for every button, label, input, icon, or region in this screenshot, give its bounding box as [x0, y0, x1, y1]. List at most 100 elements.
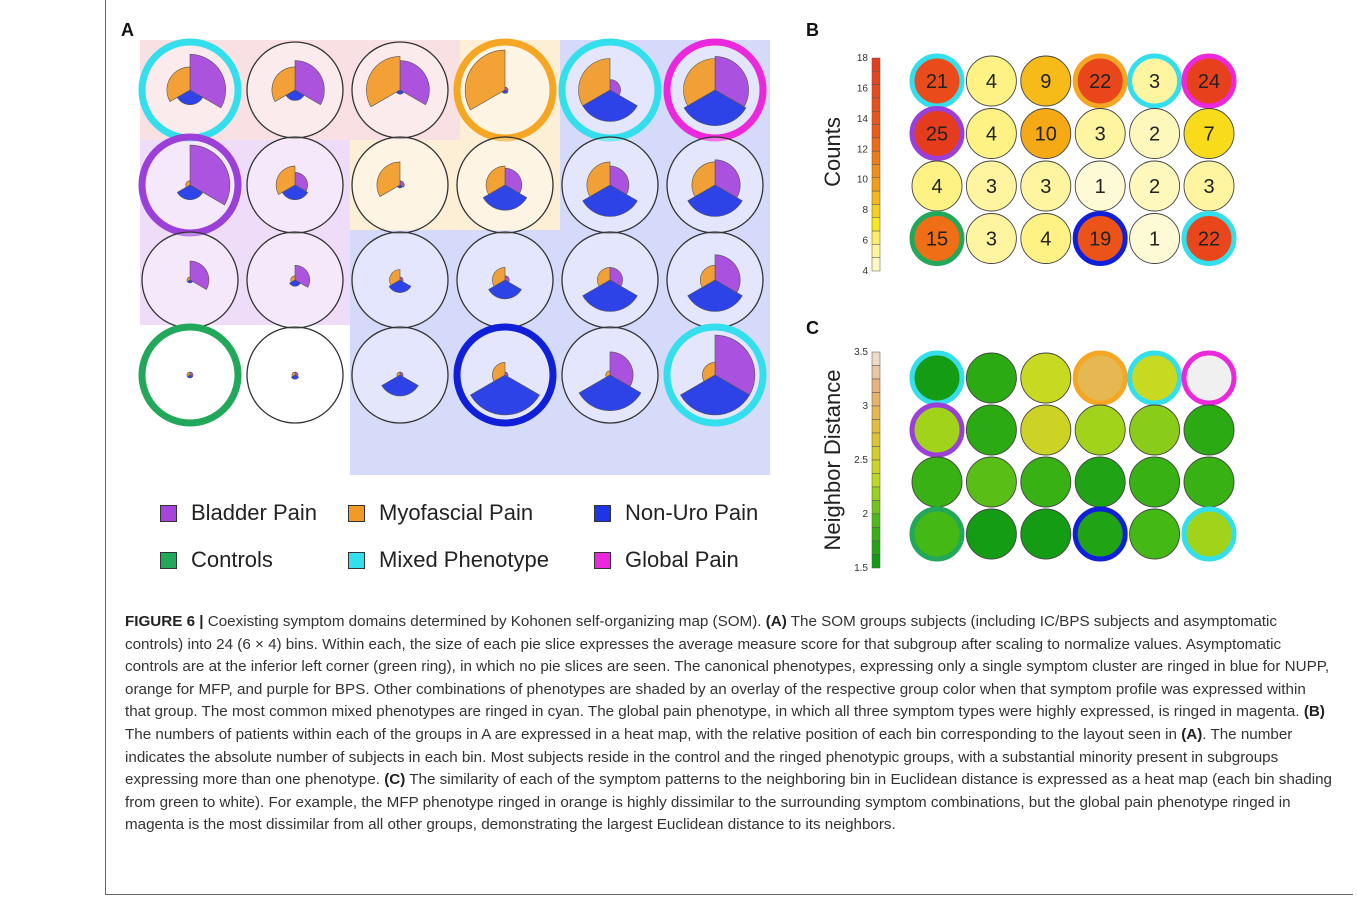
- cell-value-label: 4: [931, 176, 942, 198]
- heat-cell: [965, 352, 1017, 404]
- colorbar-tick-label: 2: [862, 509, 868, 520]
- colorbar-segment: [871, 500, 881, 515]
- colorbar-tick-label: 10: [857, 175, 869, 186]
- nonuro-slice: [683, 89, 747, 126]
- legend-item-mixed-phenotype: Mixed Phenotype: [348, 547, 549, 572]
- caption-a-label: (A): [765, 613, 787, 630]
- cell-value-label: 9: [1040, 71, 1051, 93]
- heat-cell: [1181, 350, 1237, 406]
- colorbar-segment: [871, 527, 881, 542]
- cell-value-label: 4: [986, 124, 997, 146]
- caption-b-ref: (A): [1181, 725, 1203, 743]
- legend-label: Non-Uro Pain: [625, 500, 759, 525]
- heat-cell: [1183, 404, 1235, 456]
- myofascial-slice: [186, 276, 191, 282]
- cell-value-label: 22: [1089, 71, 1111, 93]
- heat-cell: [1183, 456, 1235, 508]
- heat-cell: [1129, 160, 1181, 212]
- heat-cell: [1129, 456, 1181, 508]
- legend-swatch: [594, 551, 611, 569]
- colorbar-segment: [871, 365, 881, 380]
- heat-cell: [1183, 108, 1235, 159]
- legend-item-bladder-pain: Bladder Pain: [160, 500, 317, 525]
- heat-cell: [1181, 211, 1237, 266]
- heat-cell: [965, 55, 1017, 107]
- bladder-slice: [714, 56, 749, 108]
- cell-value-label: 2: [1149, 176, 1160, 198]
- myofascial-slice: [492, 362, 506, 382]
- legend-swatch: [348, 551, 365, 569]
- cell-value-label: 3: [986, 229, 997, 251]
- cell-value-label: 1: [1149, 229, 1160, 251]
- myofascial-slice: [605, 370, 611, 378]
- cell-value-label: 15: [926, 229, 948, 251]
- cell-value-label: 1: [1095, 176, 1106, 198]
- legend-item-global-pain: Global Pain: [594, 547, 739, 572]
- heat-cell: [1020, 55, 1072, 107]
- figure-frame: [105, 0, 1353, 895]
- nonuro-slice: [680, 374, 750, 416]
- heat-cell: [1074, 108, 1126, 159]
- colorbar-segment: [871, 446, 881, 461]
- heat-cell: [1129, 404, 1181, 456]
- panel-label-a: A: [121, 20, 134, 40]
- colorbar-segment: [871, 392, 881, 407]
- nonuro-slice: [285, 89, 305, 101]
- myofascial-slice: [485, 165, 506, 195]
- myofascial-slice: [586, 161, 611, 197]
- heat-cell: [1020, 108, 1072, 159]
- heat-cell: [909, 350, 965, 406]
- colorbar-tick-label: 16: [857, 83, 869, 94]
- som-map-panel: [138, 38, 770, 475]
- heat-cell: [909, 211, 965, 266]
- caption-b-label: (B): [1303, 703, 1325, 721]
- cell-value-label: 7: [1203, 124, 1214, 146]
- myofascial-slice: [597, 267, 611, 287]
- colorbar-segment: [871, 405, 881, 420]
- myofascial-slice: [464, 49, 506, 111]
- nonuro-slice: [470, 374, 540, 416]
- figure-caption: FIGURE 6 | Coexisting symptom domains de…: [125, 611, 1335, 837]
- heat-cell: [1129, 508, 1181, 560]
- myofascial-slice: [291, 371, 296, 377]
- colorbar-segment: [871, 459, 881, 474]
- heat-cell: [965, 508, 1017, 560]
- heat-cell: [1072, 350, 1128, 406]
- bladder-slice: [399, 60, 430, 106]
- caption-c-label: (C): [384, 771, 406, 789]
- cell-value-label: 3: [986, 176, 997, 198]
- bladder-slice: [714, 334, 756, 396]
- caption-b-text2: . The number indicates the absolute numb…: [125, 725, 1293, 789]
- heat-cell: [1072, 211, 1128, 266]
- legend-label: Controls: [191, 547, 273, 572]
- caption-b-text: The numbers of patients within each of t…: [125, 725, 1182, 743]
- heat-cell: [1181, 506, 1237, 562]
- nonuro-slice: [582, 279, 638, 312]
- nonuro-slice: [388, 279, 412, 293]
- myofascial-slice: [683, 58, 716, 107]
- heat-cell: [965, 456, 1017, 508]
- bladder-slice: [189, 53, 226, 109]
- myofascial-slice: [271, 66, 296, 102]
- cell-value-label: 3: [1095, 124, 1106, 146]
- cell-value-label: 22: [1198, 229, 1220, 251]
- bladder-slice: [189, 260, 210, 290]
- colorbar-segment: [871, 378, 881, 393]
- legend-item-myofascial-pain: Myofascial Pain: [348, 500, 533, 525]
- nonuro-slice: [578, 374, 642, 411]
- colorbar-segment: [871, 513, 881, 528]
- colorbar-segment: [871, 540, 881, 555]
- myofascial-slice: [275, 165, 296, 195]
- heat-cell: [965, 404, 1017, 456]
- heat-cell: [1020, 352, 1072, 404]
- myofascial-slice: [186, 371, 191, 377]
- cell-value-label: 3: [1149, 71, 1160, 93]
- heat-cell: [909, 506, 965, 562]
- panel-label-b: B: [806, 20, 819, 40]
- legend-item-controls: Controls: [160, 547, 273, 572]
- cell-value-label: 19: [1089, 229, 1111, 251]
- heat-cell: [909, 106, 965, 161]
- panel-label-c: C: [806, 318, 819, 338]
- heat-cell: [1020, 456, 1072, 508]
- nonuro-slice: [290, 374, 300, 380]
